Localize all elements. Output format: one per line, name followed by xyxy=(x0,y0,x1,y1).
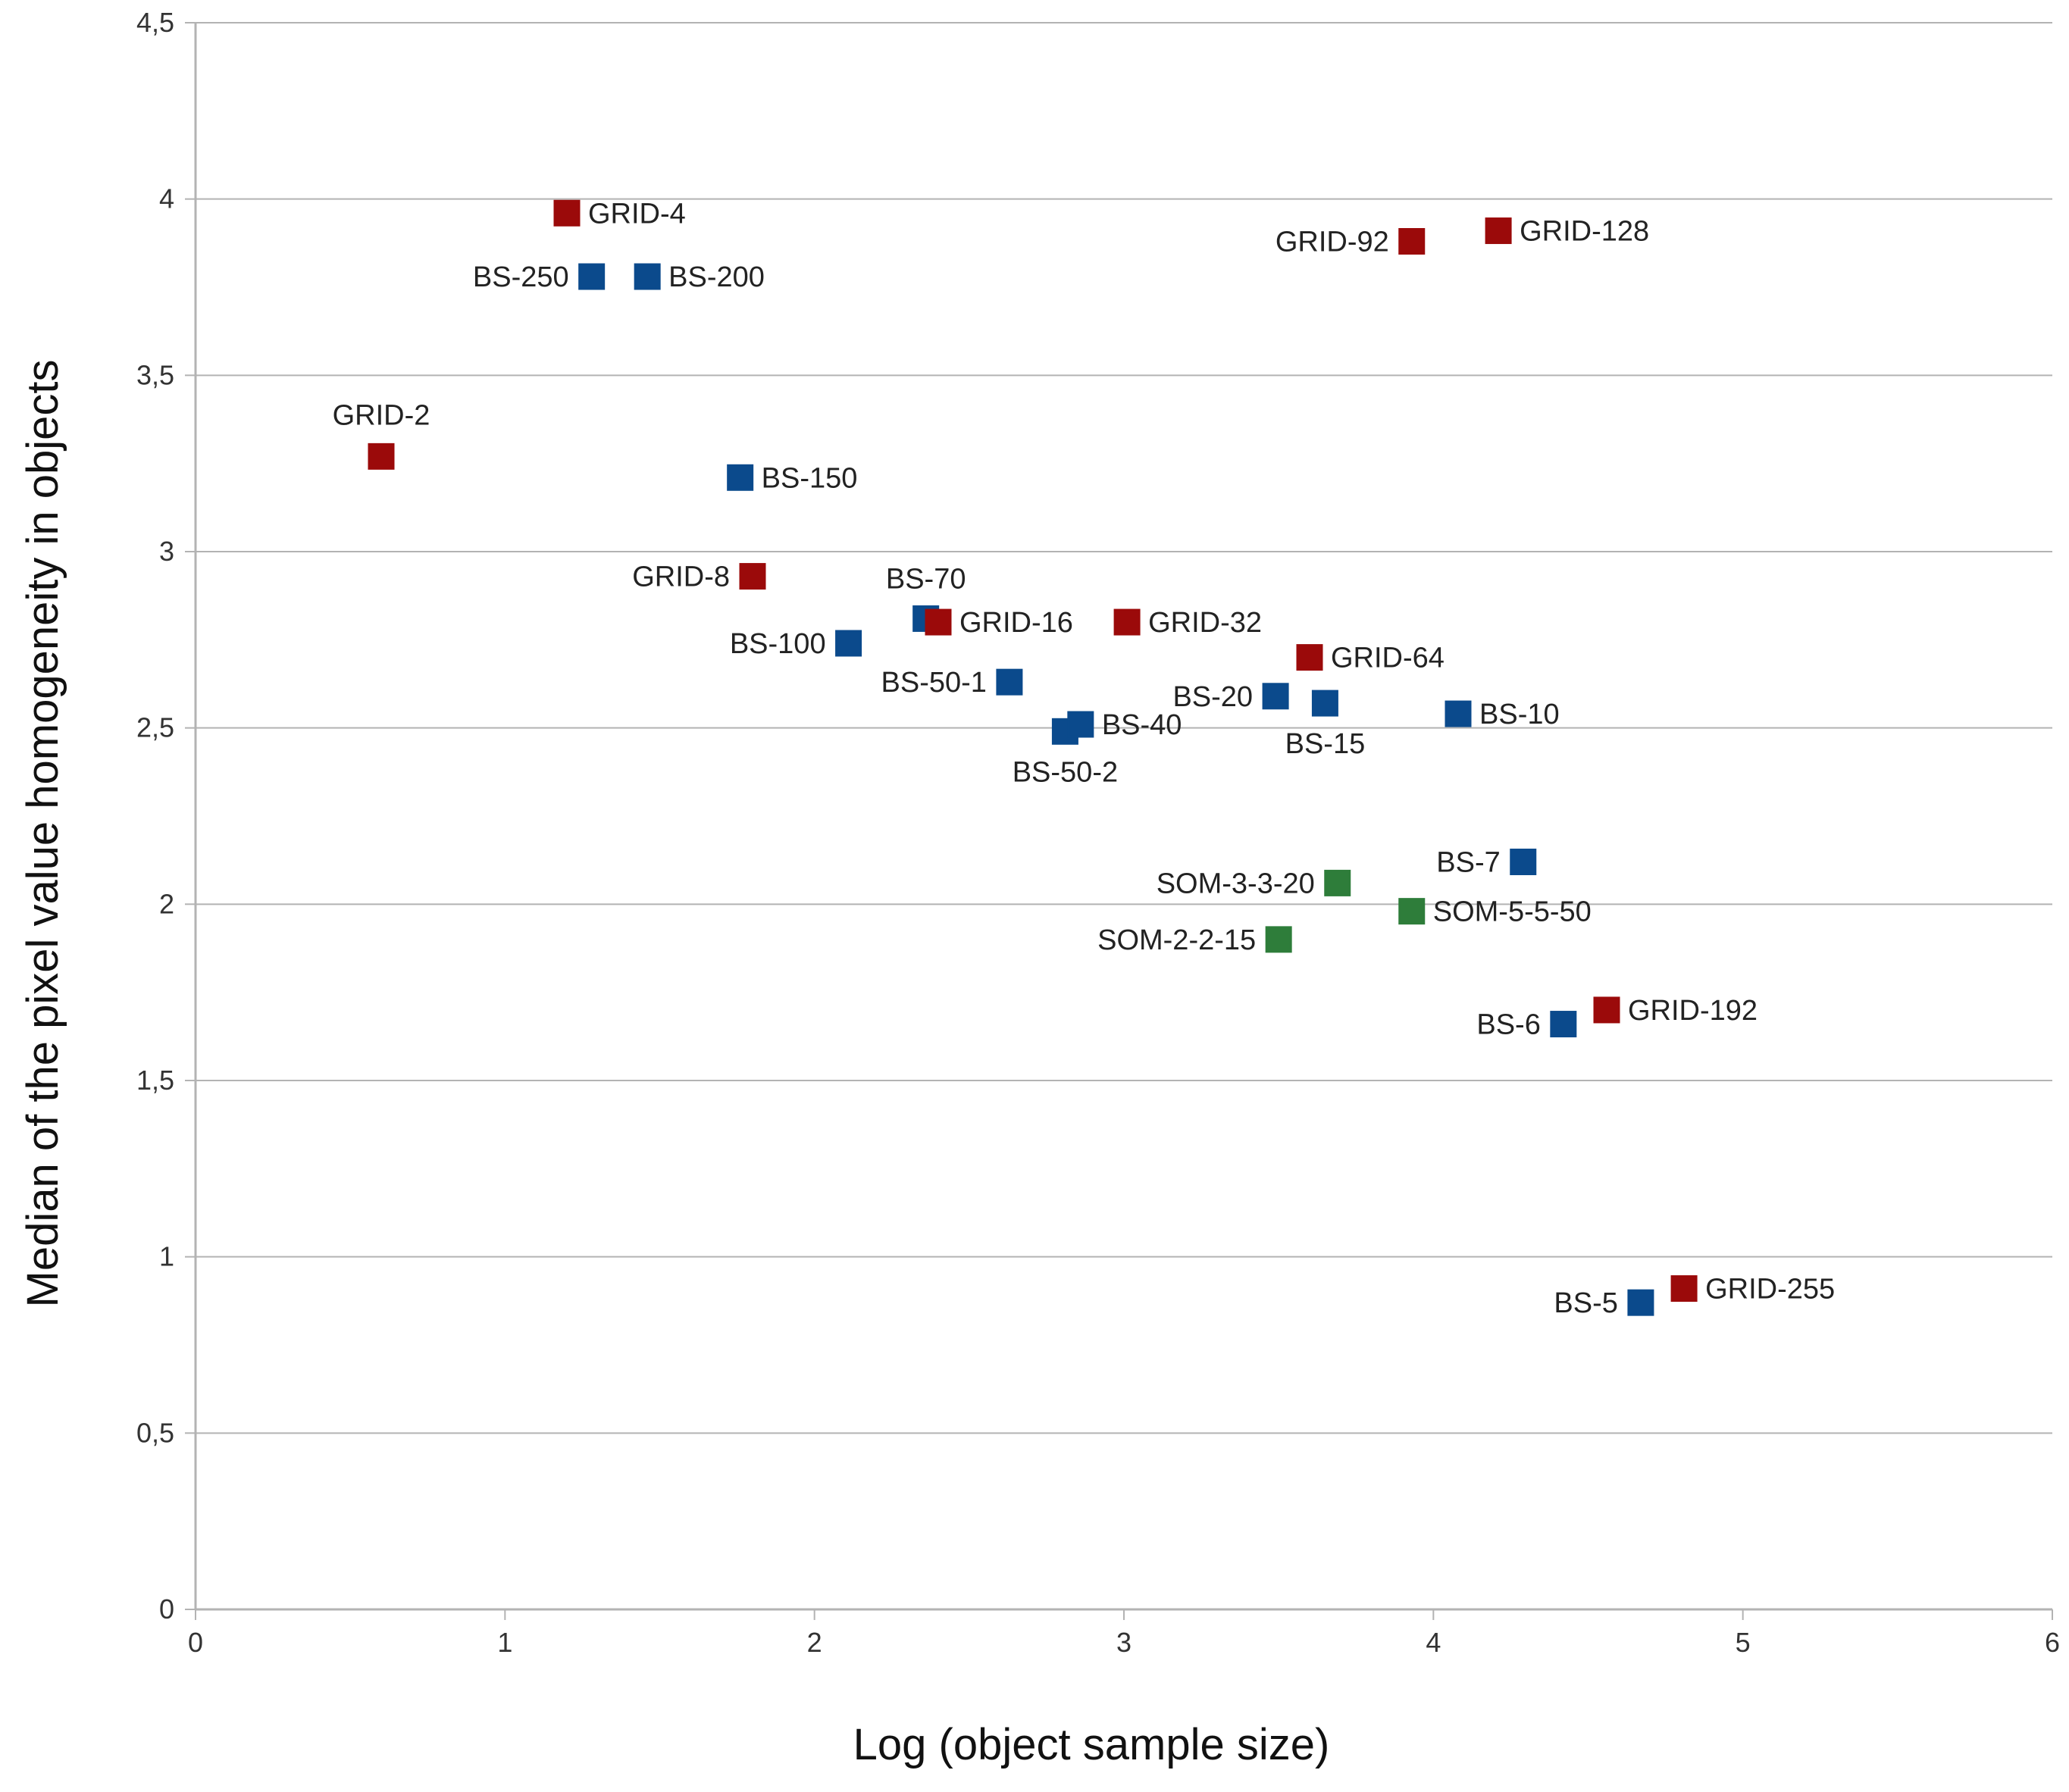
point-label-bs-250: BS-250 xyxy=(473,261,569,293)
marker-grid-32 xyxy=(1113,608,1141,636)
marker-bs-10 xyxy=(1445,700,1472,727)
y-tick-label: 1,5 xyxy=(136,1065,174,1096)
y-tick-label: 4,5 xyxy=(136,7,174,38)
y-tick-label: 2 xyxy=(159,888,174,919)
point-label-bs-150: BS-150 xyxy=(762,462,858,494)
data-points xyxy=(368,199,1698,1316)
x-tick-label: 0 xyxy=(188,1627,203,1658)
y-tick-label: 0,5 xyxy=(136,1417,174,1448)
x-tick-label: 4 xyxy=(1426,1627,1441,1658)
marker-bs-15 xyxy=(1311,690,1338,717)
y-tick-label: 0 xyxy=(159,1593,174,1625)
marker-grid-8 xyxy=(739,563,766,590)
point-label-bs-50-1: BS-50-1 xyxy=(881,667,987,699)
marker-som-5-5-50 xyxy=(1398,898,1426,925)
marker-grid-92 xyxy=(1398,228,1426,255)
point-label-grid-2: GRID-2 xyxy=(333,399,430,431)
point-label-grid-128: GRID-128 xyxy=(1520,216,1649,248)
marker-bs-6 xyxy=(1550,1011,1577,1038)
x-tick-label: 6 xyxy=(2045,1627,2060,1658)
marker-grid-2 xyxy=(368,443,395,470)
point-label-bs-15: BS-15 xyxy=(1285,728,1366,760)
point-label-grid-16: GRID-16 xyxy=(959,607,1073,639)
y-tick-label: 2,5 xyxy=(136,712,174,743)
marker-bs-40 xyxy=(1067,711,1094,738)
point-label-bs-40: BS-40 xyxy=(1102,709,1182,741)
point-label-grid-92: GRID-92 xyxy=(1276,227,1389,258)
grid-lines xyxy=(196,22,2052,1434)
marker-grid-64 xyxy=(1296,644,1323,671)
point-label-bs-70: BS-70 xyxy=(886,563,966,595)
point-label-grid-32: GRID-32 xyxy=(1148,607,1262,639)
y-tick-label: 3 xyxy=(159,536,174,567)
marker-bs-20 xyxy=(1262,683,1289,710)
x-tick-label: 3 xyxy=(1116,1627,1132,1658)
marker-bs-50-1 xyxy=(996,668,1023,696)
point-label-grid-4: GRID-4 xyxy=(588,198,686,230)
x-tick-label: 5 xyxy=(1736,1627,1751,1658)
x-axis-title: Log (object sample size) xyxy=(853,1720,1330,1769)
point-label-som-2-2-15: SOM-2-2-15 xyxy=(1097,924,1256,956)
marker-som-3-3-20 xyxy=(1324,869,1351,896)
y-tick-label: 1 xyxy=(159,1241,174,1272)
marker-grid-16 xyxy=(925,608,952,636)
marker-grid-255 xyxy=(1670,1275,1698,1303)
marker-grid-192 xyxy=(1593,996,1620,1024)
point-label-bs-6: BS-6 xyxy=(1476,1009,1540,1041)
marker-som-2-2-15 xyxy=(1265,926,1292,953)
marker-bs-5 xyxy=(1627,1289,1654,1316)
y-axis-title: Median of the pixel value homogeneity in… xyxy=(18,360,67,1308)
marker-bs-7 xyxy=(1510,848,1537,875)
point-label-som-5-5-50: SOM-5-5-50 xyxy=(1433,896,1592,928)
marker-grid-4 xyxy=(553,199,581,227)
point-label-som-3-3-20: SOM-3-3-20 xyxy=(1157,868,1315,899)
point-labels: GRID-2 GRID-4 BS-250 BS-200 BS-150 GRID-8 BS-1… xyxy=(333,198,1836,1319)
x-tick-label: 2 xyxy=(807,1627,822,1658)
point-label-grid-192: GRID-192 xyxy=(1628,995,1758,1027)
point-label-grid-255: GRID-255 xyxy=(1705,1274,1835,1306)
point-label-bs-200: BS-200 xyxy=(668,261,765,293)
point-label-bs-7: BS-7 xyxy=(1436,846,1500,878)
point-label-bs-20: BS-20 xyxy=(1172,681,1253,713)
x-tick-label: 1 xyxy=(497,1627,512,1658)
marker-bs-150 xyxy=(727,464,754,491)
marker-bs-200 xyxy=(634,263,661,290)
point-label-bs-50-2: BS-50-2 xyxy=(1013,756,1118,788)
point-label-grid-8: GRID-8 xyxy=(632,561,730,593)
axes xyxy=(185,22,2053,1620)
y-tick-label: 3,5 xyxy=(136,359,174,390)
point-label-bs-100: BS-100 xyxy=(730,628,826,660)
point-label-grid-64: GRID-64 xyxy=(1331,643,1445,674)
marker-bs-100 xyxy=(835,630,862,657)
point-label-bs-10: BS-10 xyxy=(1479,699,1560,730)
marker-bs-250 xyxy=(578,263,606,290)
point-label-bs-5: BS-5 xyxy=(1554,1287,1617,1319)
marker-grid-128 xyxy=(1485,217,1512,245)
y-tick-label: 4 xyxy=(159,183,174,214)
tick-labels: 0 0,5 1 1,5 2 2,5 3 3,5 4 4,5 0 1 2 3 4 5 6 xyxy=(136,7,2060,1658)
